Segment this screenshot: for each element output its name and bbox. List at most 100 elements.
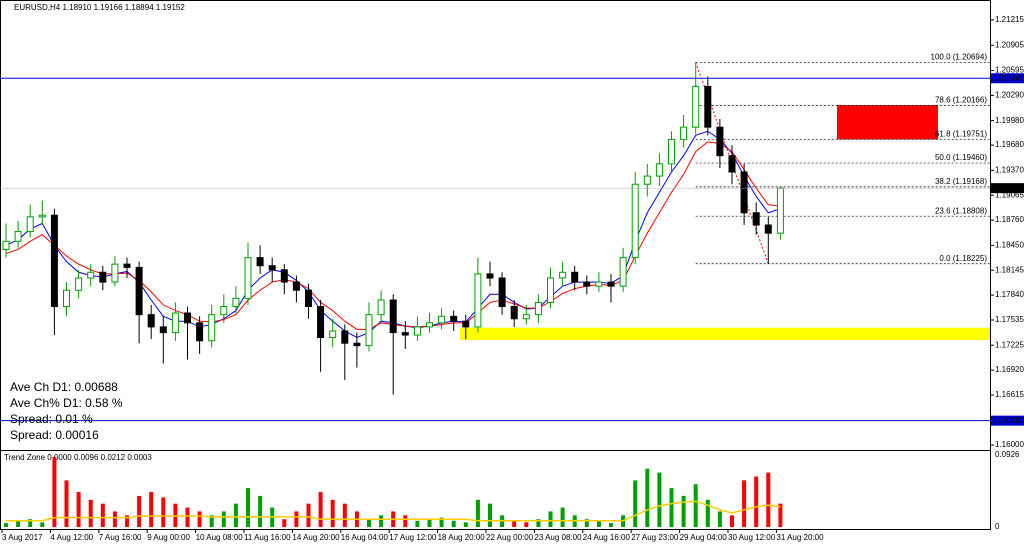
indicator-bar (185, 507, 190, 527)
indicator-bar (367, 519, 371, 527)
candle-body (498, 277, 506, 308)
fib-label: 100.0 (1.20694) (931, 53, 988, 62)
info-text: Ave Ch D1: 0.00688 (10, 380, 118, 394)
candle-body (99, 271, 107, 283)
indicator-bar (16, 520, 21, 527)
candle-body (559, 271, 567, 279)
x-tick-label: 27 Aug 23:00 (631, 533, 679, 542)
candle-body (135, 266, 143, 316)
y-tick-label: 1.19680 (995, 140, 1024, 149)
x-tick-label: 4 Aug 12:00 (50, 533, 93, 542)
indicator-bar (4, 523, 8, 527)
indicator-bar (463, 522, 468, 527)
y-tick-label: 1.17225 (995, 340, 1024, 349)
indicator-bar (64, 480, 69, 527)
y-tick-label: 1.19065 (995, 190, 1024, 199)
candle-body (655, 163, 663, 177)
indicator-bar (778, 503, 783, 527)
indicator-tick-label: 0.0926 (995, 450, 1020, 459)
indicator-bar (439, 517, 444, 527)
indicator-bar (294, 511, 299, 527)
indicator-bar (125, 515, 129, 527)
candle-body (547, 277, 554, 303)
indicator-bar (633, 480, 638, 527)
candle-body (474, 273, 482, 328)
fib-label: 0.0 (1.18225) (939, 254, 987, 263)
indicator-line (6, 500, 781, 522)
indicator-bar (681, 495, 686, 527)
y-tick-label: 1.19370 (995, 165, 1024, 174)
indicator-panel (0, 450, 991, 530)
fib-label: 61.8 (1.19751) (935, 129, 987, 138)
main-panel (0, 0, 991, 451)
zone (837, 105, 938, 140)
candle-body (244, 257, 252, 299)
candle-body (317, 306, 325, 338)
indicator-bar (403, 515, 408, 527)
candle-body (305, 289, 312, 308)
candle-body (486, 273, 494, 279)
candle-body (75, 277, 83, 291)
y-tick-label: 1.20595 (995, 66, 1024, 75)
indicator-bar (40, 522, 45, 527)
indicator-bar (609, 523, 613, 527)
candle-body (292, 281, 300, 291)
fib-label: 78.6 (1.20166) (935, 96, 987, 105)
info-text: Ave Ch% D1: 0.58 % (10, 396, 123, 410)
candle-body (184, 312, 191, 324)
indicator-bar (100, 503, 105, 527)
indicator-bar (427, 519, 432, 527)
fib-label: 23.6 (1.18808) (935, 206, 987, 215)
x-tick-label: 18 Aug 20:00 (438, 533, 486, 542)
indicator-bar (488, 503, 492, 527)
candle-body (692, 85, 700, 128)
indicator-bar (754, 476, 759, 527)
candle-body (413, 326, 421, 336)
y-tick-label: 1.18145 (995, 265, 1024, 274)
indicator-bar (730, 515, 734, 527)
indicator-bar (512, 520, 517, 527)
candle-body (680, 126, 688, 140)
indicator-bar (379, 515, 384, 527)
indicator-bar (88, 499, 93, 527)
indicator-bar (342, 503, 347, 527)
x-tick-label: 22 Aug 00:00 (486, 533, 534, 542)
candle-body (38, 214, 46, 218)
indicator-bar (657, 472, 662, 527)
y-tick-label: 1.19980 (995, 116, 1024, 125)
candle-body (63, 289, 70, 308)
candle-body (510, 306, 518, 320)
indicator-bar (536, 519, 541, 527)
price-label: 1.16300 (993, 416, 1022, 425)
candle-body (196, 322, 204, 342)
y-tick-label: 1.20290 (995, 90, 1024, 99)
candle-body (631, 183, 639, 259)
y-tick-label: 1.16000 (995, 440, 1024, 449)
candle-body (111, 263, 119, 283)
indicator-bar (28, 519, 33, 527)
candle-body (268, 265, 276, 271)
indicator-bar (548, 511, 553, 527)
candle-body (668, 138, 675, 165)
indicator-bar (705, 499, 710, 527)
indicator-title: Trend Zone 0.0000 0.0096 0.0212 0.0003 (4, 453, 152, 462)
info-text: Spread: 0.01 % (10, 412, 93, 426)
indicator-bar (149, 492, 154, 527)
candle-body (401, 332, 409, 336)
y-tick-label: 1.17535 (995, 315, 1024, 324)
price-label-box (991, 415, 1024, 426)
indicator-bar (766, 472, 771, 527)
indicator-bar (221, 511, 226, 527)
candle-body (123, 263, 131, 268)
x-tick-label: 14 Aug 20:00 (292, 533, 340, 542)
indicator-bar (742, 480, 747, 527)
candle-body (571, 271, 579, 283)
indicator-bar (596, 520, 601, 527)
indicator-bar (209, 515, 214, 527)
candle-body (462, 320, 470, 328)
candle-body (426, 322, 433, 328)
candle-body (329, 330, 337, 339)
price-label: 1.20500 (993, 73, 1022, 82)
x-tick-label: 23 Aug 08:00 (534, 533, 582, 542)
